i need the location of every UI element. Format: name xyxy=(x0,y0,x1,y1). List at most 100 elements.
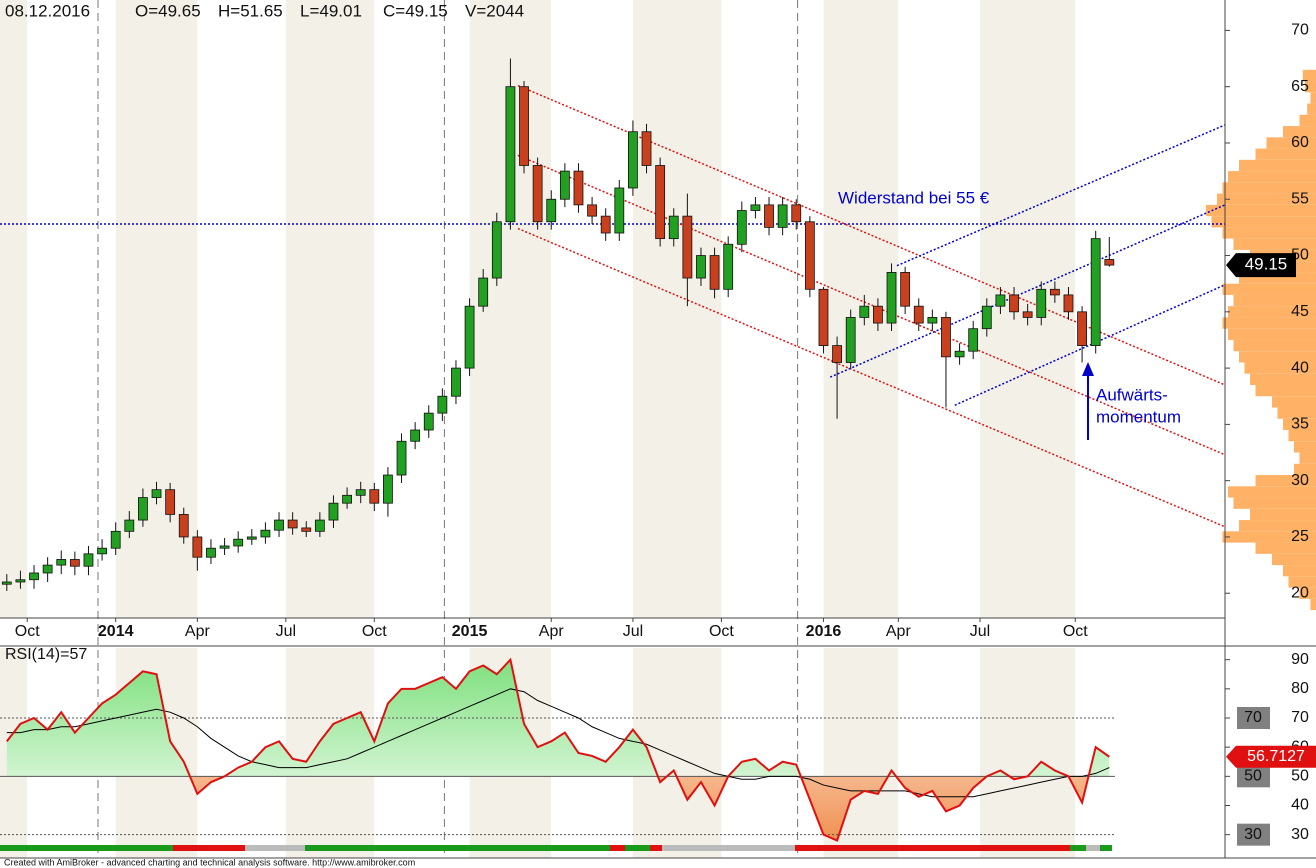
band xyxy=(898,0,980,618)
volume-profile-bar xyxy=(1283,565,1316,577)
candle-body xyxy=(56,559,67,566)
band xyxy=(632,0,722,618)
candle-body xyxy=(777,204,788,228)
volume-profile-bar xyxy=(1244,362,1316,374)
candle-body xyxy=(124,519,135,532)
candle-body xyxy=(314,519,325,532)
strip-segment xyxy=(625,845,650,851)
candle-body xyxy=(1009,294,1019,313)
candle-body xyxy=(464,305,475,369)
volume-profile-bar xyxy=(1255,148,1316,160)
candle-body xyxy=(178,514,189,538)
volume-profile-bar xyxy=(1233,238,1316,250)
candle-body xyxy=(968,328,979,352)
candle-body xyxy=(192,536,203,558)
candle-body xyxy=(301,527,312,532)
y-tick-label: 65 xyxy=(1291,78,1309,95)
strip-segment xyxy=(650,845,662,851)
candle-body xyxy=(1049,288,1060,296)
trendline xyxy=(954,284,1225,406)
candle-body xyxy=(396,440,407,476)
candle-body xyxy=(138,497,148,521)
candle-body xyxy=(804,221,815,290)
annotation: Widerstand bei 55 € xyxy=(838,188,990,207)
candle-body xyxy=(900,272,911,307)
volume-profile-bar xyxy=(1239,159,1316,172)
x-tick-label: Apr xyxy=(886,623,912,640)
volume-profile-bar xyxy=(1305,81,1316,93)
volume-profile-bar xyxy=(1272,396,1316,408)
strip-segment xyxy=(173,845,245,851)
y-tick-label: 40 xyxy=(1291,359,1309,376)
candle-body xyxy=(587,204,597,217)
volume-profile-bar xyxy=(1310,92,1316,104)
volume-profile-bar xyxy=(1217,193,1316,205)
y-tick-label: 30 xyxy=(1291,472,1309,489)
x-tick-label: Oct xyxy=(15,623,40,640)
volume-profile-bar xyxy=(1233,497,1316,509)
level-label: 30 xyxy=(1244,826,1262,843)
x-tick-label: 2014 xyxy=(98,623,134,640)
strip-segment xyxy=(1070,845,1086,851)
rsi-line xyxy=(6,657,1110,842)
x-tick-label: 2015 xyxy=(452,623,488,640)
volume-profile-bar xyxy=(1222,317,1316,329)
volume-profile-bar xyxy=(1206,204,1316,217)
volume-profile-bar xyxy=(1255,384,1316,397)
strip-segment xyxy=(1086,845,1100,851)
rsi-fill-down xyxy=(6,776,1110,841)
rsi-title: RSI(14)=57 xyxy=(5,646,87,663)
candle-body xyxy=(532,165,543,223)
candle-body xyxy=(682,215,693,279)
candle-body xyxy=(110,530,121,549)
volume-profile-bar xyxy=(1222,227,1316,239)
ohlc-label: H=51.65 xyxy=(218,1,283,20)
strip-segment xyxy=(1100,845,1112,851)
x-tick-label: Oct xyxy=(709,623,734,640)
candle-body xyxy=(764,204,774,228)
x-tick-label: Oct xyxy=(1063,623,1088,640)
volume-profile-bar xyxy=(1239,520,1316,532)
band xyxy=(721,648,824,858)
y-tick-label: 70 xyxy=(1291,709,1309,726)
volume-profile-bar xyxy=(1283,126,1316,138)
volume-profile-bar xyxy=(1211,216,1316,228)
candle-body xyxy=(873,305,883,324)
candle-body xyxy=(628,131,638,189)
volume-profile-bar xyxy=(1255,475,1316,487)
y-tick-label: 20 xyxy=(1291,584,1309,601)
candle-body xyxy=(260,529,271,538)
candle-body xyxy=(995,294,1006,307)
volume-profile-bar xyxy=(1233,339,1316,352)
band xyxy=(898,648,980,858)
footer: Created with AmiBroker - advanced charti… xyxy=(4,857,415,867)
volume-profile-bar xyxy=(1294,441,1316,453)
candle-body xyxy=(941,317,951,358)
band xyxy=(0,0,28,618)
candle-body xyxy=(383,474,393,504)
candle-body xyxy=(15,579,26,583)
ma-line xyxy=(6,688,1110,798)
band xyxy=(197,0,286,618)
candle-body xyxy=(451,367,461,397)
y-tick-label: 50 xyxy=(1291,768,1309,785)
strip-segment xyxy=(305,845,610,851)
candle-body xyxy=(491,221,502,279)
volume-profile-bar xyxy=(1250,508,1316,521)
last-price-box xyxy=(1226,253,1296,278)
candle-body xyxy=(1022,311,1033,318)
candle-body xyxy=(83,553,94,567)
strip-segment xyxy=(0,845,173,851)
candle-body xyxy=(423,412,434,431)
volume-profile-bar xyxy=(1250,373,1316,385)
candle-body xyxy=(151,489,162,498)
volume-profile-bar xyxy=(1228,306,1316,318)
volume-profile-bar xyxy=(1294,463,1316,476)
candle-body xyxy=(641,131,652,166)
band xyxy=(551,0,633,618)
y-tick-label: 30 xyxy=(1291,826,1309,843)
candle-body xyxy=(723,243,734,290)
candle-body xyxy=(614,187,625,234)
candle-body xyxy=(1077,311,1087,346)
